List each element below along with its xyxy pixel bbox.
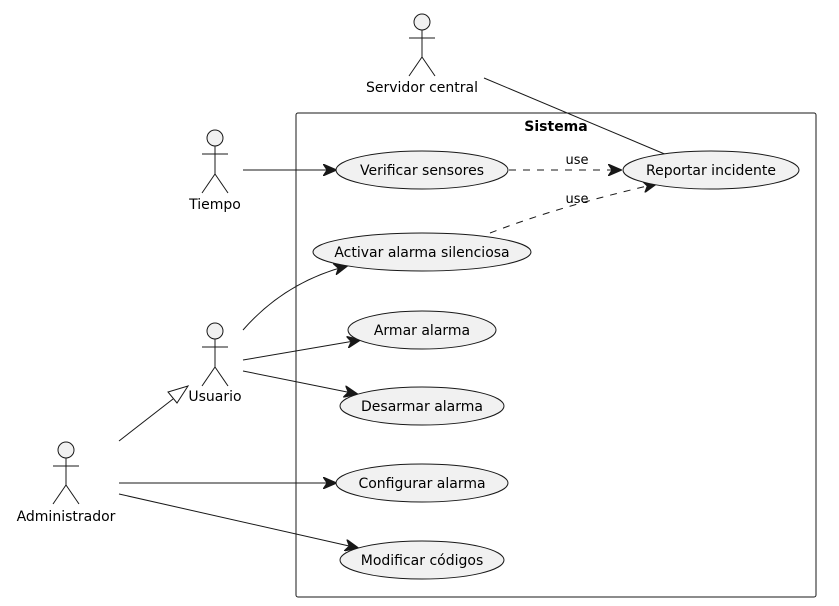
use-case-armar-alarma-label: Armar alarma	[374, 323, 470, 339]
use-case-modificar-codigos[interactable]: Modificar códigos	[339, 540, 505, 580]
actor-usuario-label: Usuario	[188, 389, 241, 405]
edge-admin-modificar	[118, 493, 358, 548]
actor-servidor-central-label: Servidor central	[366, 80, 478, 96]
edge-activar-reportar	[489, 184, 656, 234]
system-boundary	[295, 112, 817, 598]
use-case-activar-alarma-silenciosa[interactable]: Activar alarma silenciosa	[312, 232, 532, 272]
use-case-reportar-incidente-label: Reportar incidente	[646, 163, 776, 179]
generalization-arrowhead	[167, 385, 190, 404]
use-case-verificar-sensores[interactable]: Verificar sensores	[335, 150, 509, 190]
system-title: Sistema	[524, 119, 587, 135]
use-case-desarmar-alarma-label: Desarmar alarma	[361, 399, 483, 415]
use-case-configurar-alarma[interactable]: Configurar alarma	[335, 463, 509, 503]
edge-label-use-2: use	[565, 192, 588, 207]
edge-servidor-reportar	[483, 77, 668, 156]
use-case-activar-alarma-silenciosa-label: Activar alarma silenciosa	[334, 245, 509, 261]
actor-administrador[interactable]: Administrador	[17, 441, 116, 525]
edge-usuario-activar	[242, 266, 347, 331]
use-case-desarmar-alarma[interactable]: Desarmar alarma	[339, 386, 505, 426]
edge-admin-usuario	[118, 398, 174, 442]
use-case-armar-alarma[interactable]: Armar alarma	[347, 310, 497, 350]
edge-label-use-1: use	[565, 153, 588, 168]
edge-usuario-desarmar	[242, 370, 357, 394]
actor-usuario[interactable]: Usuario	[188, 322, 242, 405]
actor-tiempo[interactable]: Tiempo	[188, 129, 241, 213]
actor-servidor-central[interactable]: Servidor central	[366, 13, 478, 96]
edge-usuario-armar	[242, 340, 360, 361]
use-case-verificar-sensores-label: Verificar sensores	[360, 163, 484, 179]
use-case-configurar-alarma-label: Configurar alarma	[358, 476, 485, 492]
actor-tiempo-label: Tiempo	[188, 197, 241, 213]
use-case-modificar-codigos-label: Modificar códigos	[361, 553, 484, 569]
use-case-reportar-incidente[interactable]: Reportar incidente	[622, 150, 800, 190]
actor-administrador-label: Administrador	[17, 509, 116, 525]
